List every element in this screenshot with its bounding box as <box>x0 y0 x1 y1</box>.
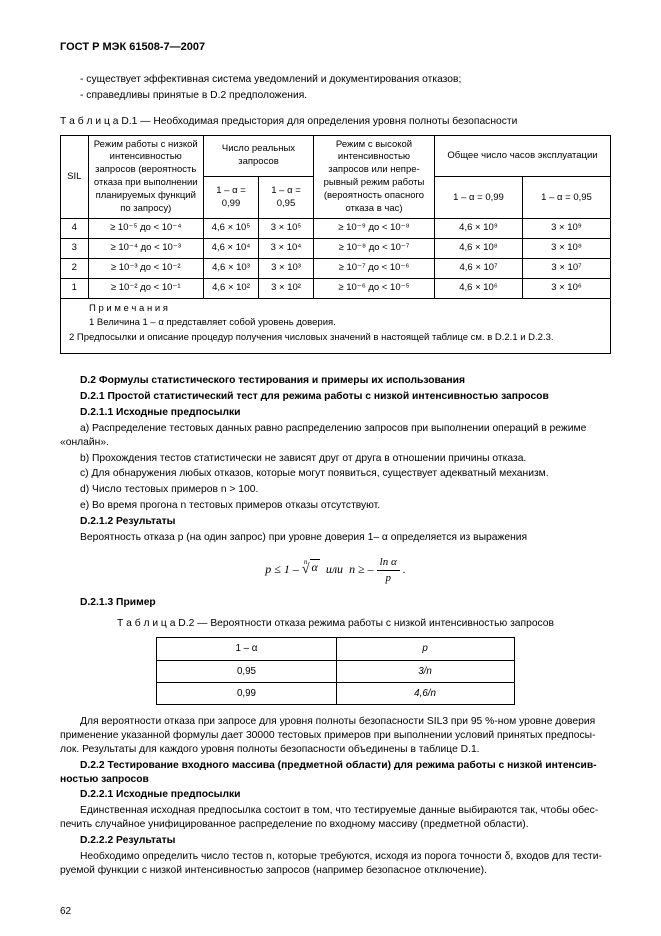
cell: 4 <box>61 219 89 239</box>
cell: 3 × 10⁶ <box>522 278 610 298</box>
table-row: 0,95 3/n <box>157 660 514 682</box>
th-sil: SIL <box>61 135 89 219</box>
cell: ≥ 10⁻⁹ до < 10⁻⁸ <box>314 219 435 239</box>
note-line: 2 Предпосылки и описание процедур получе… <box>69 332 602 345</box>
cell: 3 × 10² <box>259 278 314 298</box>
cell: 3 × 10⁵ <box>259 219 314 239</box>
cell: 4,6 × 10⁴ <box>204 239 259 259</box>
para-after3: Необходимо определить число тестов n, ко… <box>60 850 611 878</box>
bullet-line: - существует эффективная система уведомл… <box>60 73 611 87</box>
cell: ≥ 10⁻⁵ до < 10⁻⁴ <box>88 219 204 239</box>
para-a: a) Распределение тестовых данных равно р… <box>60 422 611 450</box>
cell: ≥ 10⁻³ до < 10⁻² <box>88 259 204 279</box>
heading-d2: D.2 Формулы статистического тестирования… <box>60 374 611 388</box>
para-after2: Единственная исходная предпосылка состои… <box>60 804 611 832</box>
cell: 3 × 10⁴ <box>259 239 314 259</box>
cell: 0,99 <box>157 682 336 704</box>
cell: 3 × 10³ <box>259 259 314 279</box>
heading-d213: D.2.1.3 Пример <box>60 596 611 610</box>
cell: 4,6 × 10⁵ <box>204 219 259 239</box>
heading-d222: D.2.2.2 Результаты <box>60 834 611 848</box>
table-row: 3 ≥ 10⁻⁴ до < 10⁻³ 4,6 × 10⁴ 3 × 10⁴ ≥ 1… <box>61 239 611 259</box>
heading-d22: D.2.2 Тестирование входного массива (пре… <box>60 759 611 787</box>
th-hours: Общее число часов эксплуатации <box>435 135 611 177</box>
table-row: 1 ≥ 10⁻² до < 10⁻¹ 4,6 × 10² 3 × 10² ≥ 1… <box>61 278 611 298</box>
cell: 4,6 × 10⁹ <box>435 219 523 239</box>
th-a095: 1 – α = 0,95 <box>522 177 610 219</box>
th-low: Режим работы с низкой интенсивностью зап… <box>88 135 204 219</box>
th-a099: 1 – α = 0,99 <box>435 177 523 219</box>
para-res: Вероятность отказа p (на один запрос) пр… <box>60 531 611 545</box>
th-alpha: 1 – α <box>157 638 336 660</box>
cell: 2 <box>61 259 89 279</box>
table-d1: SIL Режим работы с низкой интенсивностью… <box>60 135 611 299</box>
table-row: 2 ≥ 10⁻³ до < 10⁻² 4,6 × 10³ 3 × 10³ ≥ 1… <box>61 259 611 279</box>
para-d: d) Число тестовых примеров n > 100. <box>60 483 611 497</box>
table-row: 4 ≥ 10⁻⁵ до < 10⁻⁴ 4,6 × 10⁵ 3 × 10⁵ ≥ 1… <box>61 219 611 239</box>
para-b: b) Прохождения тестов статистически не з… <box>60 452 611 466</box>
heading-d221: D.2.2.1 Исходные предпосылки <box>60 788 611 802</box>
table-row: 0,99 4,6/n <box>157 682 514 704</box>
cell: 3 × 10⁷ <box>522 259 610 279</box>
table-d1-notes: П р и м е ч а н и я 1 Величина 1 – α пре… <box>60 299 611 354</box>
cell: 3 × 10⁸ <box>522 239 610 259</box>
heading-d212: D.2.1.2 Результаты <box>60 515 611 529</box>
bullet-line: - справедливы принятые в D.2 предположен… <box>60 89 611 103</box>
th-a095: 1 – α = 0,95 <box>259 177 314 219</box>
doc-title: ГОСТ Р МЭК 61508-7—2007 <box>60 40 611 55</box>
para-after1: Для вероятности отказа при запросе для у… <box>60 715 611 757</box>
th-p: p <box>336 638 514 660</box>
notes-title: П р и м е ч а н и я <box>69 303 602 316</box>
table-d1-caption: Т а б л и ц а D.1 — Необходимая предысто… <box>60 115 611 129</box>
note-line: 1 Величина 1 – α представляет собой уров… <box>69 317 602 330</box>
table-d2: 1 – α p 0,95 3/n 0,99 4,6/n <box>156 637 514 705</box>
cell: ≥ 10⁻⁸ до < 10⁻⁷ <box>314 239 435 259</box>
cell: 4,6 × 10⁷ <box>435 259 523 279</box>
cell: 0,95 <box>157 660 336 682</box>
cell: 1 <box>61 278 89 298</box>
cell: 3 <box>61 239 89 259</box>
heading-d21: D.2.1 Простой статистический тест для ре… <box>60 390 611 404</box>
cell: 4,6 × 10⁶ <box>435 278 523 298</box>
formula: p ≤ 1 – n√α или n ≥ – ln αp . <box>60 555 611 586</box>
cell: 4,6 × 10² <box>204 278 259 298</box>
cell: 4,6 × 10⁸ <box>435 239 523 259</box>
th-high: Режим с высокой интенсив­ностью запросов… <box>314 135 435 219</box>
cell: ≥ 10⁻⁷ до < 10⁻⁶ <box>314 259 435 279</box>
th-a099: 1 – α = 0,99 <box>204 177 259 219</box>
cell: ≥ 10⁻⁴ до < 10⁻³ <box>88 239 204 259</box>
heading-d211: D.2.1.1 Исходные предпосылки <box>60 406 611 420</box>
cell: 3 × 10⁹ <box>522 219 610 239</box>
cell: ≥ 10⁻² до < 10⁻¹ <box>88 278 204 298</box>
cell: ≥ 10⁻⁶ до < 10⁻⁵ <box>314 278 435 298</box>
cell: 4,6/n <box>336 682 514 704</box>
cell: 3/n <box>336 660 514 682</box>
page-number: 62 <box>60 905 71 919</box>
table-d2-caption: Т а б л и ц а D.2 — Вероятности отказа р… <box>115 617 556 631</box>
para-e: e) Во время прогона n тестовых примеров … <box>60 499 611 513</box>
cell: 4,6 × 10³ <box>204 259 259 279</box>
para-c: c) Для обнаружения любых отказов, которы… <box>60 467 611 481</box>
th-real: Число реальных запросов <box>204 135 314 177</box>
